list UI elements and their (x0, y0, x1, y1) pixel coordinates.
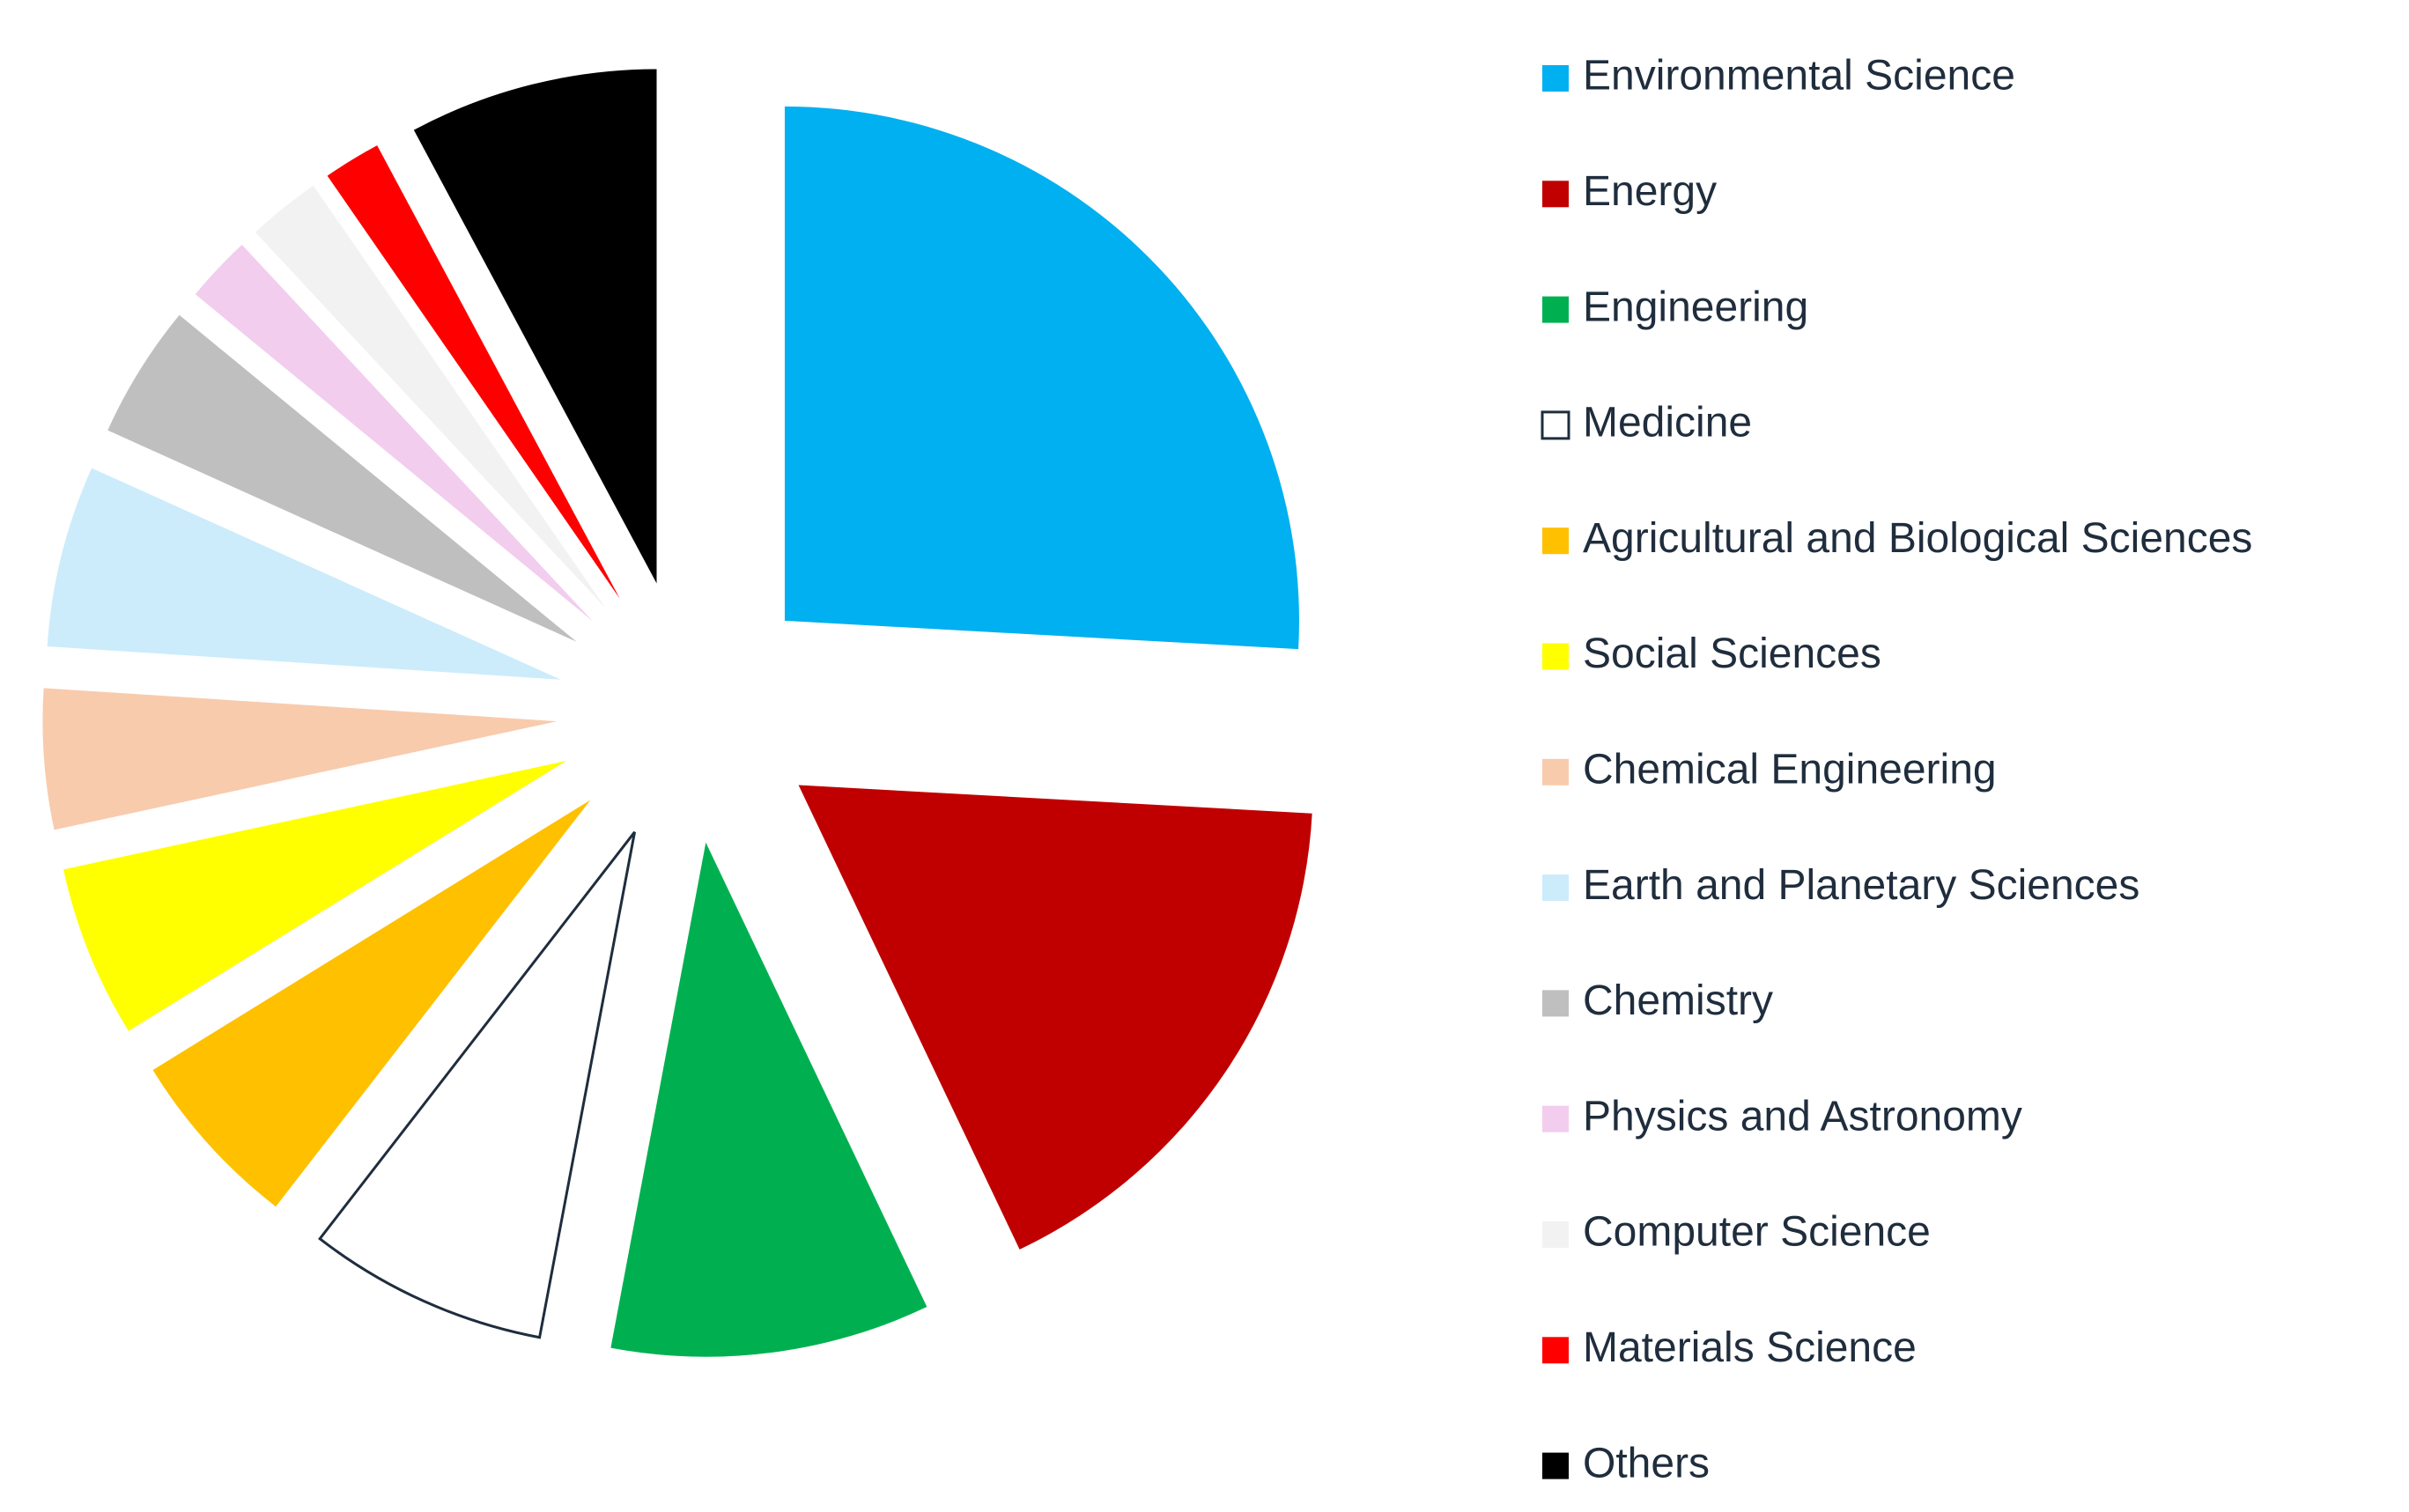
pie-slice (784, 106, 1299, 650)
legend-label: Materials Science (1583, 1324, 1917, 1371)
legend-label: Social Sciences (1583, 631, 1881, 677)
legend-label: Environmental Science (1583, 53, 2015, 100)
legend-label: Physics and Astronomy (1583, 1093, 2022, 1140)
pie-slice (47, 468, 561, 680)
legend-swatch (1542, 65, 1569, 92)
legend-swatch (1542, 527, 1569, 555)
pie-slice (255, 185, 606, 609)
legend-label: Others (1583, 1440, 1710, 1486)
legend-swatch (1542, 758, 1569, 786)
pie-slice (63, 761, 566, 1031)
legend-label: Computer Science (1583, 1209, 1931, 1256)
pie-slice (318, 830, 637, 1339)
legend-label: Earth and Planetary Sciences (1583, 862, 2139, 909)
legend-label: Chemistry (1583, 977, 1773, 1024)
legend-label: Engineering (1583, 284, 1808, 330)
legend-swatch (1542, 1337, 1569, 1364)
legend-label: Energy (1583, 168, 1717, 215)
pie-slice (195, 244, 593, 622)
legend-swatch (1542, 874, 1569, 902)
legend-label: Chemical Engineering (1583, 746, 1997, 793)
legend-swatch (1542, 1452, 1569, 1479)
legend-swatch (1542, 643, 1569, 670)
pie-slice (798, 785, 1312, 1250)
legend-label: Medicine (1583, 400, 1752, 446)
pie-slice (42, 688, 558, 830)
pie-slice (107, 314, 577, 642)
pie-slice (413, 69, 657, 584)
pie-slice (152, 800, 591, 1207)
legend-label: Agricultural and Biological Sciences (1583, 515, 2252, 562)
legend-swatch (1542, 1105, 1569, 1132)
legend-swatch (1542, 1221, 1569, 1248)
pie-slice (327, 145, 620, 599)
legend-swatch (1542, 990, 1569, 1017)
legend-swatch (1542, 181, 1569, 208)
legend-swatch (1542, 296, 1569, 323)
pie-slice (610, 842, 927, 1357)
legend-swatch (1541, 410, 1570, 440)
